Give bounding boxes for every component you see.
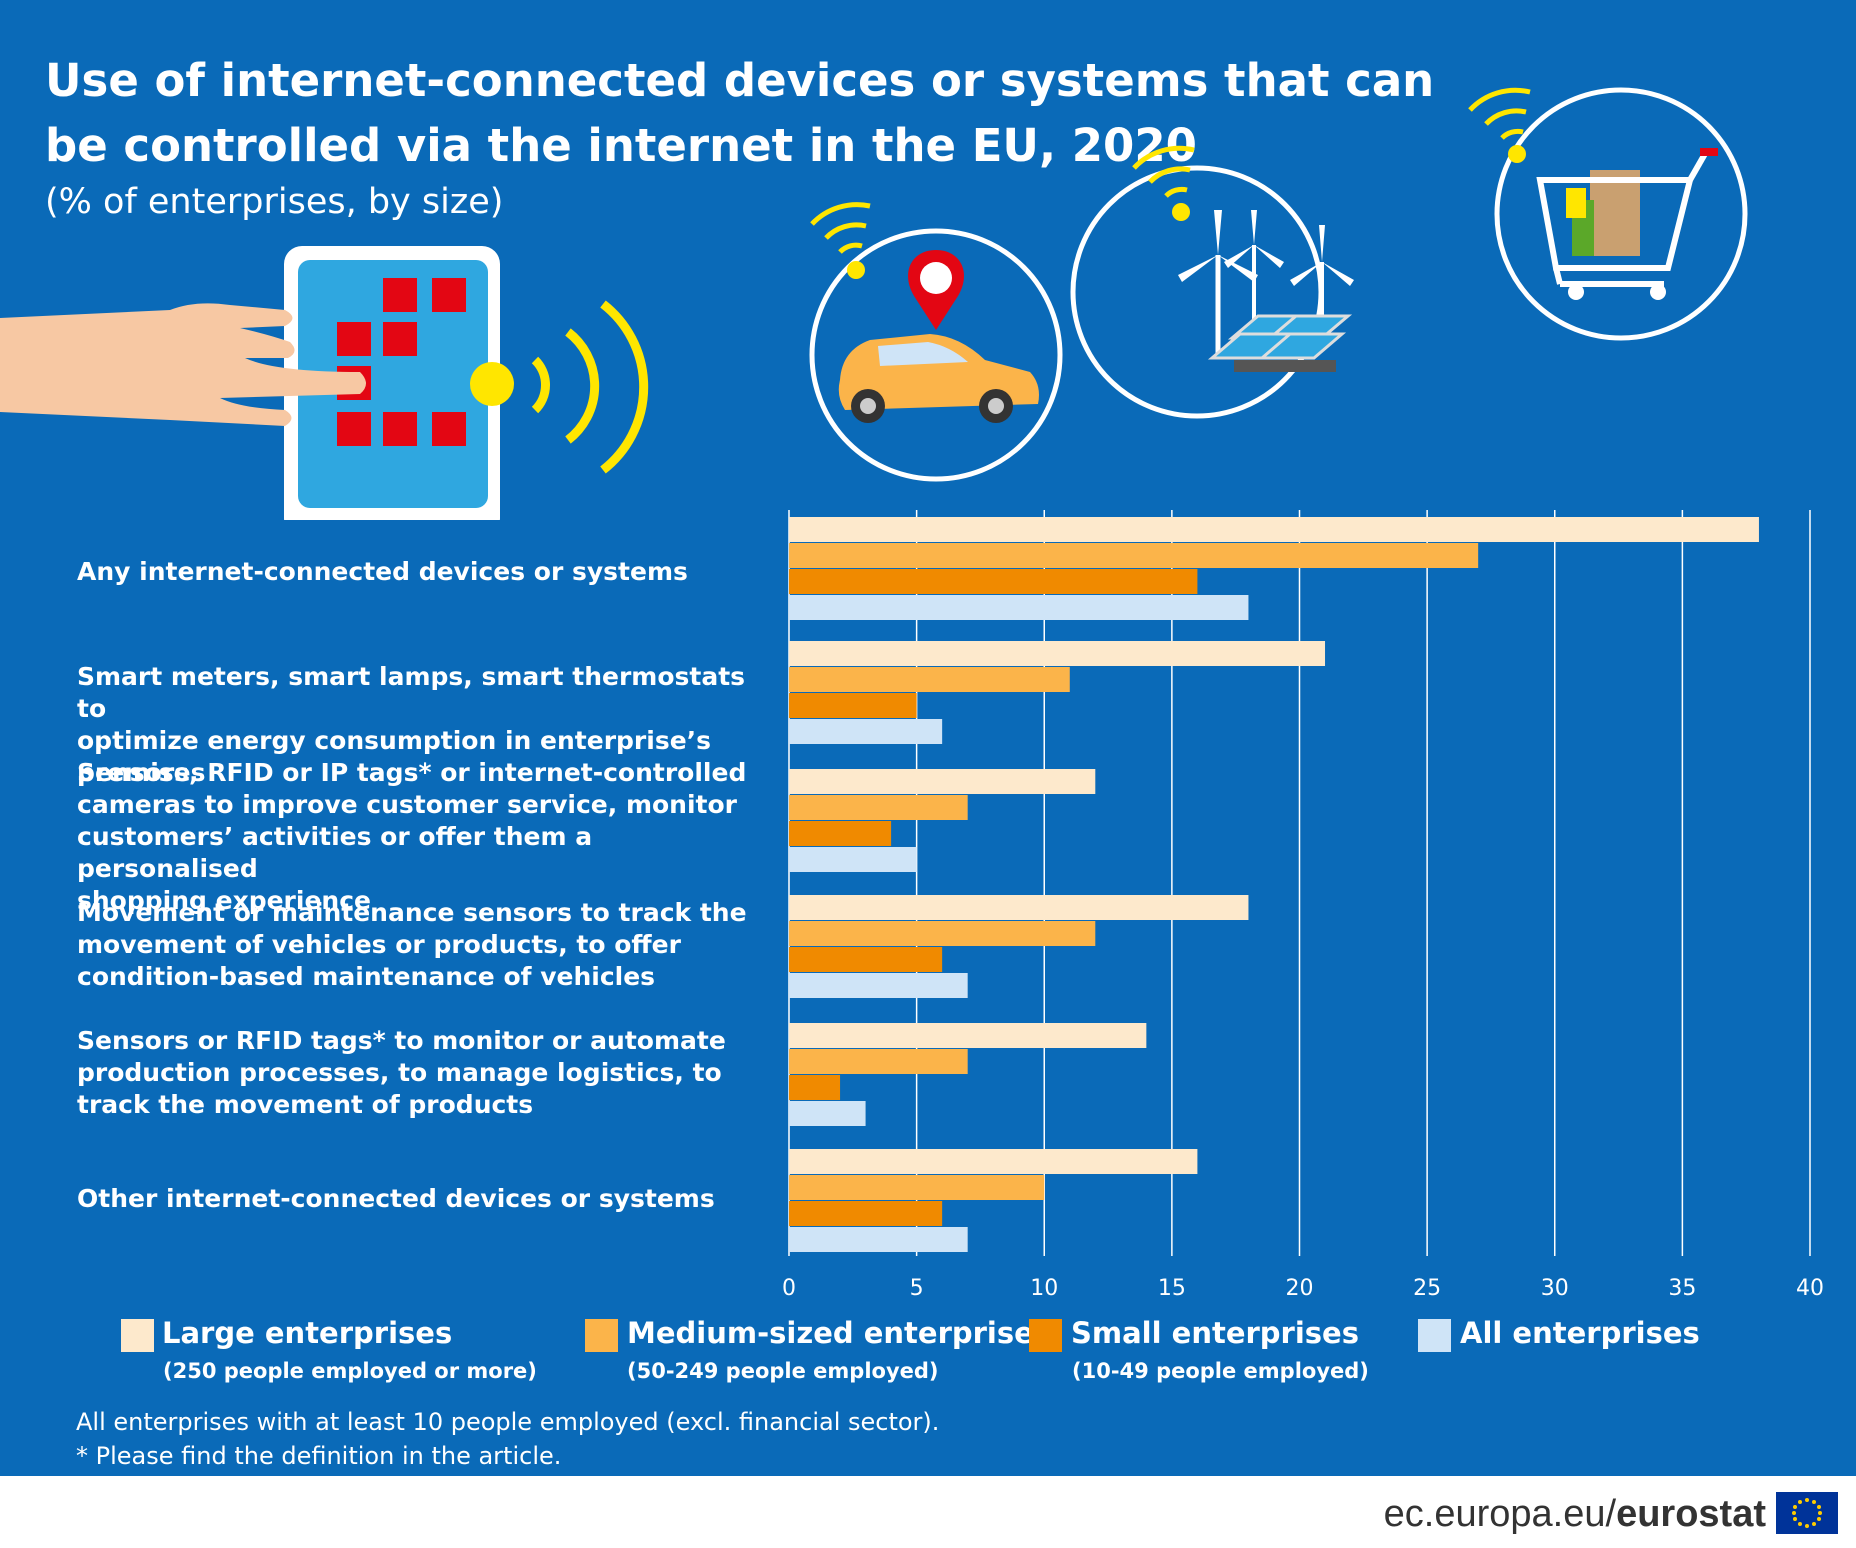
bar-1-all-enterprises [789,595,1249,620]
legend-swatch-medium [585,1319,618,1352]
illustrations [0,87,1748,520]
bar-3-medium-sized-enterprises [789,795,968,820]
shopping-cart-icon [1468,87,1748,341]
category-label-production-sensors: Sensors or RFID tags* to monitor or auto… [77,1026,726,1119]
legend-swatch-large [121,1319,154,1352]
x-tick-label: 40 [1796,1276,1824,1301]
legend-note-small: (10-49 people employed) [1072,1359,1369,1383]
category-label-movement-sensors: Movement or maintenance sensors to track… [77,898,747,991]
legend-note-large: (250 people employed or more) [163,1359,537,1383]
x-tick-label: 15 [1158,1276,1186,1301]
source-footer[interactable]: ec.europa.eu/eurostat [1384,1492,1766,1536]
x-tick-label: 25 [1413,1276,1441,1301]
bar-1-large-enterprises [789,517,1759,542]
bar-2-medium-sized-enterprises [789,667,1070,692]
footnote-definition: * Please find the definition in the arti… [76,1442,562,1470]
bar-3-all-enterprises [789,847,917,872]
tablet-touch-icon [0,246,649,520]
bar-6-small-enterprises [789,1201,943,1226]
legend-label-large: Large enterprises [162,1316,453,1350]
x-tick-label: 30 [1541,1276,1569,1301]
footer-site: ec.europa.eu/ [1383,1493,1617,1535]
x-tick-label: 20 [1286,1276,1314,1301]
legend-label-small: Small enterprises [1071,1316,1359,1350]
bar-3-large-enterprises [789,769,1096,794]
bar-1-small-enterprises [789,569,1198,594]
bar-4-small-enterprises [789,947,943,972]
legend-swatch-small [1029,1319,1062,1352]
bar-1-medium-sized-enterprises [789,543,1479,568]
x-tick-label: 35 [1668,1276,1696,1301]
connected-car-icon [809,202,1063,482]
bar-2-small-enterprises [789,693,917,718]
x-tick-label: 10 [1030,1276,1058,1301]
category-label-smart-meters: Smart meters, smart lamps, smart thermos… [77,662,746,787]
bar-2-all-enterprises [789,719,943,744]
category-label-any: Any internet-connected devices or system… [77,557,688,586]
bar-6-large-enterprises [789,1149,1198,1174]
bar-4-large-enterprises [789,895,1249,920]
bar-4-all-enterprises [789,973,968,998]
bar-3-small-enterprises [789,821,892,846]
eu-flag-icon [1776,1492,1838,1534]
bar-5-all-enterprises [789,1101,866,1126]
chart-subtitle: (% of enterprises, by size) [45,182,504,222]
wind-solar-energy-icon [1070,145,1354,419]
x-tick-label: 0 [782,1276,796,1301]
bar-4-medium-sized-enterprises [789,921,1096,946]
footnote-coverage: All enterprises with at least 10 people … [76,1408,940,1436]
category-label-customer-sensors: Sensors, RFID or IP tags* or internet-co… [77,758,747,915]
legend-note-medium: (50-249 people employed) [627,1359,939,1383]
bar-chart: 0 5 10 15 20 25 30 35 40 [782,510,1824,1301]
bar-6-medium-sized-enterprises [789,1175,1045,1200]
legend-label-medium: Medium-sized enterprises [627,1316,1052,1350]
bar-6-all-enterprises [789,1227,968,1252]
bar-2-large-enterprises [789,641,1326,666]
legend-swatch-all [1418,1319,1451,1352]
chart-title: Use of internet-connected devices or sys… [45,54,1435,172]
bar-5-large-enterprises [789,1023,1147,1048]
category-label-other: Other internet-connected devices or syst… [77,1184,715,1213]
legend-label-all: All enterprises [1460,1316,1700,1350]
bar-5-small-enterprises [789,1075,841,1100]
footer-brand: eurostat [1616,1493,1766,1535]
bar-5-medium-sized-enterprises [789,1049,968,1074]
x-tick-label: 5 [910,1276,924,1301]
